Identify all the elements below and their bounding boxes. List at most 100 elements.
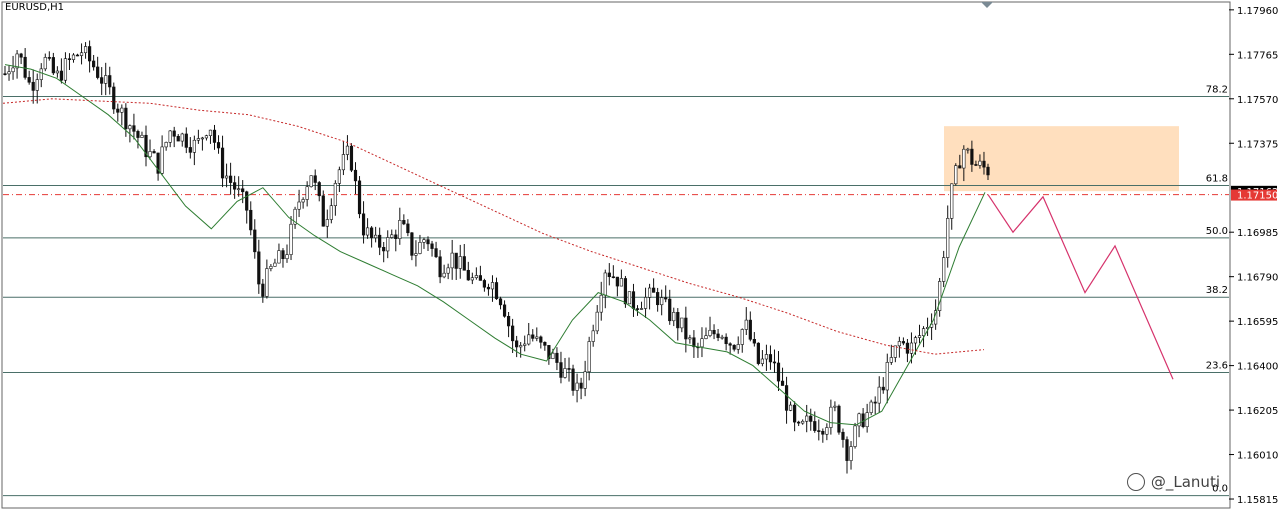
candle-body	[71, 54, 76, 60]
candle-body	[144, 134, 148, 158]
candle-body	[571, 368, 575, 391]
candle-body	[664, 297, 668, 300]
candle-body	[285, 254, 289, 260]
candle-body	[39, 68, 43, 80]
candle-body	[905, 342, 910, 354]
candle-body	[172, 130, 176, 137]
candle-body	[361, 213, 366, 236]
candle-body	[531, 334, 535, 339]
candle-body	[986, 166, 990, 176]
candle-body	[55, 70, 59, 74]
candle-body	[378, 234, 382, 248]
candle-body	[43, 57, 47, 70]
candle-body	[365, 227, 370, 236]
candle-body	[410, 232, 414, 256]
candle-body	[668, 298, 672, 322]
candle-body	[494, 282, 499, 300]
candle-body	[112, 86, 116, 110]
candle-body	[704, 335, 708, 339]
watermark: @_Lanuti	[1126, 473, 1220, 491]
candle-body	[458, 256, 462, 269]
candle-body	[748, 319, 752, 340]
candle-body	[216, 142, 221, 149]
candle-body	[478, 275, 482, 281]
candle-body	[688, 337, 692, 340]
candle-body	[273, 262, 277, 267]
candle-body	[148, 151, 152, 158]
candle-body	[390, 234, 394, 238]
candle-body	[744, 319, 748, 330]
fib-label: 0.0	[1212, 484, 1228, 495]
candle-body	[708, 329, 712, 336]
candle-body	[849, 446, 853, 461]
candle-body	[293, 208, 297, 225]
candle-body	[885, 362, 889, 391]
candle-body	[337, 169, 341, 184]
candle-body	[67, 58, 72, 60]
candle-body	[289, 223, 293, 255]
candle-body	[523, 343, 527, 346]
candle-body	[756, 342, 760, 364]
candle-body	[732, 344, 736, 350]
candle-body	[398, 220, 402, 239]
candle-body	[349, 145, 354, 171]
candle-body	[502, 304, 507, 317]
candle-body	[156, 152, 160, 174]
candle-body	[587, 341, 591, 373]
plot-border	[1, 1, 1231, 509]
candle-body	[75, 54, 80, 57]
candle-body	[672, 312, 676, 322]
candle-body	[591, 330, 595, 342]
candle-body	[31, 81, 35, 91]
candle-body	[527, 334, 531, 345]
candle-body	[450, 252, 454, 269]
candle-body	[196, 138, 200, 141]
candle-body	[370, 227, 374, 239]
candle-body	[19, 53, 23, 58]
price-tick-label: 1.16790	[1237, 273, 1278, 284]
candle-body	[946, 218, 950, 258]
price-tick-label: 1.17375	[1237, 139, 1278, 150]
candle-body	[801, 420, 805, 424]
candle-body	[752, 339, 756, 344]
candle-body	[623, 278, 628, 305]
candle-body	[776, 362, 781, 382]
candle-body	[15, 53, 19, 69]
candle-body	[261, 283, 265, 297]
candle-body	[921, 328, 926, 336]
candle-body	[35, 79, 39, 91]
candle-body	[772, 361, 777, 364]
candle-body	[301, 199, 305, 203]
candle-body	[643, 297, 648, 309]
candle-body	[893, 345, 897, 358]
candle-body	[188, 147, 192, 153]
candle-body	[889, 357, 893, 363]
candle-body	[845, 439, 849, 461]
candle-body	[406, 223, 410, 234]
candle-body	[100, 77, 104, 84]
candle-body	[583, 371, 587, 389]
candle-body	[962, 148, 966, 169]
candle-body	[873, 401, 877, 404]
candle-body	[281, 250, 285, 260]
candle-body	[83, 46, 88, 54]
candle-body	[764, 354, 769, 360]
candle-body	[615, 276, 619, 287]
candle-body	[511, 325, 515, 342]
price-tick-label: 1.15815	[1237, 495, 1278, 506]
supply-zone-layer	[944, 126, 1179, 192]
candle-body	[607, 272, 611, 278]
scroll-marker-icon[interactable]	[981, 2, 993, 8]
candle-body	[132, 125, 136, 132]
supply-zone[interactable]	[944, 126, 1179, 192]
candle-body	[676, 312, 680, 329]
candle-body	[168, 130, 172, 143]
candle-body	[535, 336, 539, 339]
candle-body	[817, 430, 821, 432]
candle-body	[462, 256, 466, 271]
candle-body	[631, 291, 636, 309]
weibo-logo-icon	[1126, 473, 1145, 491]
candle-body	[788, 404, 793, 411]
candle-body	[357, 180, 362, 215]
